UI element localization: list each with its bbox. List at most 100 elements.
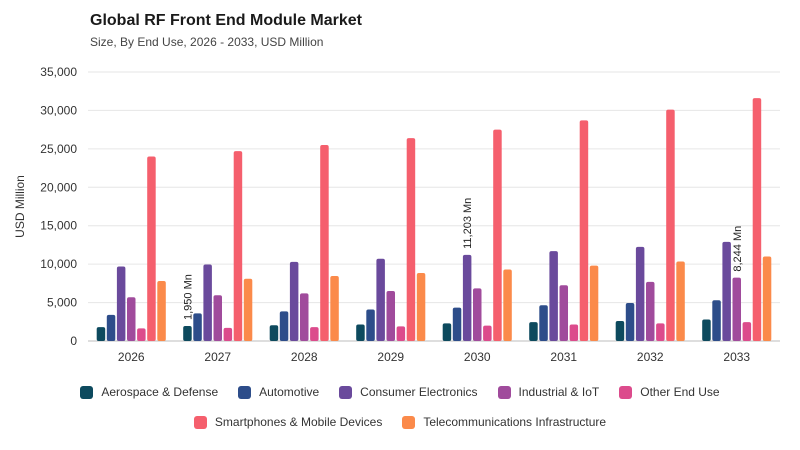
legend-label: Smartphones & Mobile Devices [214, 415, 383, 429]
legend-label: Automotive [259, 385, 320, 399]
y-tick-label: 25,000 [40, 142, 77, 156]
bar [625, 302, 635, 341]
bar [579, 120, 589, 341]
bar [157, 281, 166, 341]
bar [223, 327, 233, 341]
bar [493, 129, 502, 341]
legend-swatch [80, 385, 94, 399]
legend-swatch [238, 385, 252, 399]
chart-subtitle: Size, By End Use, 2026 - 2033, USD Milli… [90, 35, 324, 49]
bar [137, 328, 146, 341]
bar [656, 323, 665, 341]
bar [116, 266, 126, 341]
x-tick-label: 2032 [637, 350, 664, 364]
bar [732, 277, 741, 341]
bar [722, 241, 731, 341]
bar [452, 307, 462, 341]
bar [569, 324, 579, 341]
y-tick-label: 30,000 [40, 103, 77, 117]
legend-item: Other End Use [619, 385, 720, 399]
bar [203, 264, 212, 341]
legend-swatch [193, 415, 207, 429]
bar [330, 276, 339, 341]
y-tick-label: 35,000 [40, 65, 77, 79]
bar [233, 151, 243, 341]
bar [356, 324, 365, 341]
y-tick-label: 20,000 [40, 180, 77, 194]
x-tick-label: 2033 [723, 350, 750, 364]
bar [559, 285, 568, 341]
bar [320, 145, 329, 341]
legend-label: Aerospace & Defense [101, 385, 219, 399]
bar [529, 322, 538, 341]
bar [762, 256, 772, 341]
bar [752, 98, 762, 341]
bar [386, 291, 395, 341]
y-tick-label: 0 [70, 334, 77, 348]
bar [503, 269, 512, 341]
bar [539, 305, 548, 341]
bar [269, 325, 279, 341]
bar [416, 272, 426, 341]
bar [589, 265, 599, 341]
y-tick-label: 10,000 [40, 257, 77, 271]
x-tick-label: 2030 [464, 350, 491, 364]
bar [106, 314, 116, 341]
legend-item: Aerospace & Defense [80, 385, 218, 399]
bar [300, 293, 309, 341]
bar [396, 326, 406, 341]
legend-swatch [339, 385, 353, 399]
x-tick-label: 2029 [377, 350, 404, 364]
bar [96, 327, 106, 341]
bar [712, 300, 721, 341]
legend-swatch [402, 415, 416, 429]
y-tick-label: 15,000 [40, 219, 77, 233]
legend-row-1: Aerospace & Defense Automotive Consumer El… [0, 385, 800, 399]
x-tick-label: 2027 [204, 350, 231, 364]
bar [243, 278, 253, 341]
x-tick-label: 2026 [118, 350, 145, 364]
bar [442, 323, 452, 341]
bar [127, 297, 136, 341]
bar [549, 251, 558, 341]
bar [376, 258, 385, 341]
legend-item: Automotive [238, 385, 319, 399]
bar [635, 246, 645, 341]
bar [406, 138, 416, 341]
legend-label: Other End Use [640, 385, 720, 399]
y-axis-title: USD Million [13, 175, 27, 238]
bar [702, 319, 711, 341]
bar [147, 156, 156, 341]
data-label: 1,950 Mn [182, 274, 194, 320]
bar-chart: 0 5,000 10,000 15,000 20,000 25,000 30,000 35,0… [13, 65, 780, 364]
bar [193, 313, 202, 341]
data-label: 8,244 Mn [732, 226, 744, 272]
bar [473, 288, 482, 341]
chart-title: Global RF Front End Module Market [90, 12, 362, 29]
bar [366, 309, 375, 341]
legend-item: Telecommunications Infrastructure [402, 415, 606, 429]
bar [213, 295, 222, 341]
bar [742, 322, 752, 341]
x-tick-label: 2031 [550, 350, 577, 364]
legend-swatch [619, 385, 633, 399]
x-tick-label: 2028 [291, 350, 318, 364]
bar [289, 261, 299, 341]
legend-item: Industrial & IoT [497, 385, 600, 399]
bar [615, 321, 625, 341]
legend-label: Industrial & IoT [518, 385, 600, 399]
bar [646, 281, 655, 341]
bar [462, 254, 472, 341]
bar [279, 311, 289, 341]
data-label: 11,203 Mn [462, 198, 474, 249]
bar [310, 327, 319, 341]
legend-row-2: Smartphones & Mobile Devices Telecommunic… [0, 415, 800, 429]
legend-item: Consumer Electronics [339, 385, 478, 399]
bar [483, 325, 492, 341]
y-tick-label: 5,000 [47, 296, 77, 310]
legend-swatch [497, 385, 511, 399]
bar [666, 109, 675, 341]
legend-label: Consumer Electronics [360, 385, 478, 399]
bar [676, 261, 685, 341]
legend-item: Smartphones & Mobile Devices [193, 415, 383, 429]
